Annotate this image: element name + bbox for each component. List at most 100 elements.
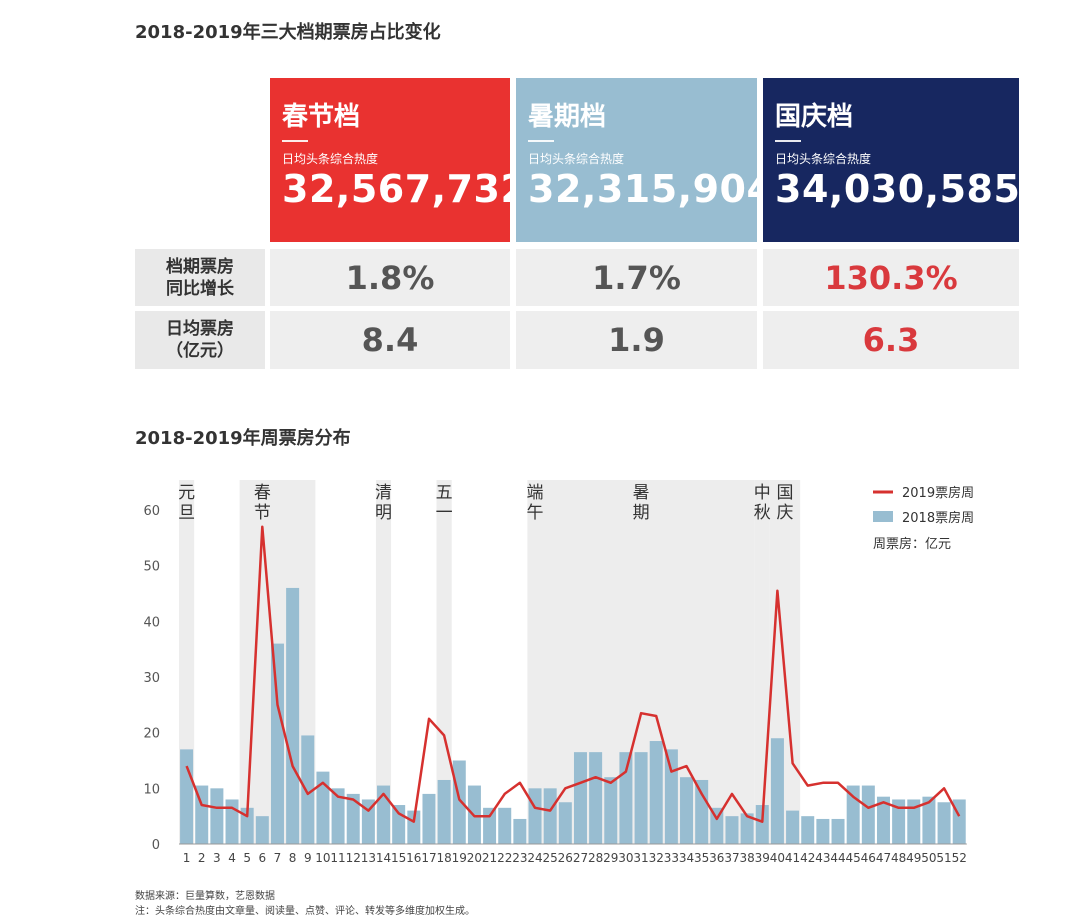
x-tick-label: 9 xyxy=(304,851,312,865)
x-tick-label: 39 xyxy=(755,851,770,865)
row-label-daily-box-office: 日均票房 （亿元） xyxy=(135,311,265,369)
bar-2018 xyxy=(664,749,678,844)
holiday-band xyxy=(754,480,770,844)
x-tick-label: 18 xyxy=(436,851,451,865)
bar-2018 xyxy=(876,796,890,844)
holiday-label: 五一 xyxy=(436,483,453,523)
bar-2018 xyxy=(437,779,451,844)
bar-2018 xyxy=(695,779,709,844)
bar-2018 xyxy=(255,816,269,844)
x-tick-label: 51 xyxy=(936,851,951,865)
bar-2018 xyxy=(922,796,936,844)
bar-2018 xyxy=(286,587,300,844)
x-tick-label: 48 xyxy=(891,851,906,865)
bar-2018 xyxy=(770,738,784,844)
legend-label-2018: 2018票房周 xyxy=(902,510,974,526)
bar-2018 xyxy=(725,816,739,844)
y-tick-label: 20 xyxy=(143,727,160,742)
bar-2018 xyxy=(619,752,633,844)
x-tick-label: 20 xyxy=(467,851,482,865)
x-tick-label: 47 xyxy=(876,851,891,865)
unit-label: 周票房：亿元 xyxy=(873,536,951,552)
card-name: 暑期档 xyxy=(528,102,607,132)
x-tick-label: 42 xyxy=(800,851,815,865)
x-tick-label: 52 xyxy=(952,851,967,865)
growth-summer: 1.7% xyxy=(516,249,757,306)
x-tick-label: 49 xyxy=(906,851,921,865)
x-tick-label: 36 xyxy=(709,851,724,865)
x-tick-label: 34 xyxy=(679,851,694,865)
x-tick-label: 5 xyxy=(243,851,251,865)
bar-2018 xyxy=(240,807,254,844)
x-tick-label: 22 xyxy=(497,851,512,865)
x-tick-label: 32 xyxy=(649,851,664,865)
x-tick-label: 12 xyxy=(346,851,361,865)
bar-2018 xyxy=(513,818,527,844)
x-tick-label: 25 xyxy=(543,851,558,865)
x-tick-label: 28 xyxy=(588,851,603,865)
bar-2018 xyxy=(316,771,330,844)
holiday-band xyxy=(375,480,392,844)
bar-2018 xyxy=(634,752,648,844)
row-label-line: （亿元） xyxy=(166,341,234,361)
bar-2018 xyxy=(543,788,557,844)
card-name: 国庆档 xyxy=(775,102,854,132)
bar-2018 xyxy=(604,777,618,844)
x-tick-label: 38 xyxy=(739,851,754,865)
x-tick-label: 19 xyxy=(452,851,467,865)
x-tick-label: 41 xyxy=(785,851,800,865)
holiday-label: 清明 xyxy=(375,483,392,523)
holiday-label: 中秋 xyxy=(754,483,771,523)
bar-2018 xyxy=(649,741,663,844)
card-value: 32,567,732 xyxy=(282,167,528,211)
top-section-title: 2018-2019年三大档期票房占比变化 xyxy=(135,22,441,43)
bar-2018 xyxy=(907,799,921,844)
card-subtitle: 日均头条综合热度 xyxy=(282,152,379,166)
x-tick-label: 40 xyxy=(770,851,785,865)
daily-summer: 1.9 xyxy=(516,311,757,369)
x-tick-label: 24 xyxy=(527,851,542,865)
bar-2018 xyxy=(831,818,845,844)
bar-2018 xyxy=(558,802,572,844)
bar-2018 xyxy=(195,785,209,844)
growth-national: 130.3% xyxy=(763,249,1019,306)
x-tick-label: 3 xyxy=(213,851,221,865)
card-value: 34,030,585 xyxy=(775,167,1021,211)
methodology-note: 注：头条综合热度由文章量、阅读量、点赞、评论、转发等多维度加权生成。 xyxy=(135,906,475,917)
legend-label-2019: 2019票房周 xyxy=(902,485,974,501)
bar-2018 xyxy=(498,807,512,844)
card-subtitle: 日均头条综合热度 xyxy=(775,152,872,166)
x-tick-label: 17 xyxy=(421,851,436,865)
line-2019 xyxy=(185,525,961,823)
y-tick-label: 10 xyxy=(143,782,160,797)
bar-2018 xyxy=(755,805,769,844)
bar-2018 xyxy=(452,760,466,844)
card-summer: 暑期档 日均头条综合热度 32,315,904 xyxy=(516,78,773,242)
card-subtitle: 日均头条综合热度 xyxy=(528,152,625,166)
y-tick-label: 60 xyxy=(143,504,160,519)
x-tick-label: 23 xyxy=(512,851,527,865)
bar-2018 xyxy=(816,818,830,844)
bar-2018 xyxy=(392,805,406,844)
x-tick-label: 26 xyxy=(558,851,573,865)
bar-2018 xyxy=(892,799,906,844)
card-rule xyxy=(282,140,308,142)
bar-2018 xyxy=(225,799,239,844)
x-tick-label: 30 xyxy=(618,851,633,865)
x-tick-label: 37 xyxy=(724,851,739,865)
x-tick-label: 1 xyxy=(183,851,191,865)
x-tick-label: 2 xyxy=(198,851,206,865)
bar-2018 xyxy=(422,793,436,844)
bar-2018 xyxy=(801,816,815,844)
x-tick-label: 11 xyxy=(330,851,345,865)
x-tick-label: 45 xyxy=(846,851,861,865)
bar-2018 xyxy=(301,735,315,844)
bar-2018 xyxy=(573,752,587,844)
x-tick-label: 15 xyxy=(391,851,406,865)
bar-2018 xyxy=(270,643,284,844)
bar-2018 xyxy=(210,788,224,844)
bar-2018 xyxy=(937,802,951,844)
row-label-line: 日均票房 xyxy=(166,319,234,339)
daily-national: 6.3 xyxy=(763,311,1019,369)
chart-section-title: 2018-2019年周票房分布 xyxy=(135,428,351,449)
